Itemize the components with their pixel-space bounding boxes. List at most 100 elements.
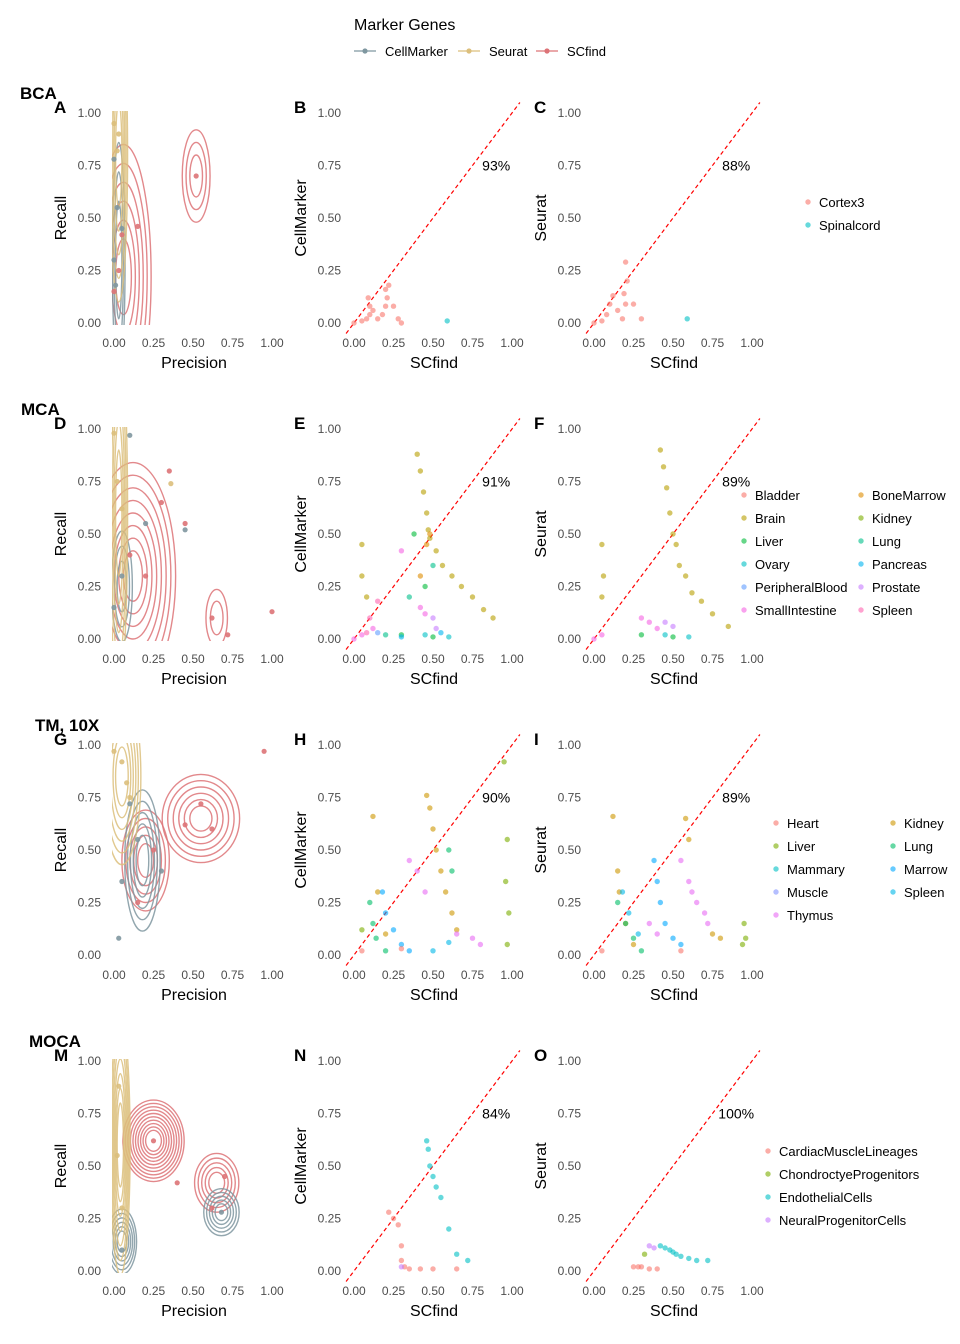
panel-O: 0.000.00 0.25 0.25 0.50 0.50 0.75 0.75 1.00 1.00… [533,1046,764,1320]
data-point [646,1266,652,1272]
pr-point [127,794,133,801]
data-point [414,868,420,874]
x-tick-label: 1.00 [740,336,764,350]
data-point [430,948,436,954]
dataset-title: MCA [21,400,60,419]
pr-point [119,225,125,232]
data-point [454,931,460,937]
data-point [619,889,626,895]
data-point [427,1163,433,1169]
data-point [390,927,397,933]
data-point [670,531,676,537]
row-bca: BCA0.000.000.250.250.500.500.750.751.001… [20,84,880,372]
contour-line [112,743,142,866]
panel-letter: O [534,1046,547,1065]
legend-entry: Cortex3 [805,195,865,210]
legend-entry: Pancreas [858,557,927,572]
data-point [427,531,433,537]
y-tick-label: 0.00 [318,948,342,962]
legend-entry-label: Heart [787,816,819,831]
data-point [382,948,389,954]
data-point [678,948,684,954]
pr-point [135,899,141,906]
y-tick-label: 0.00 [78,316,102,330]
y-axis-title: Recall [53,196,70,240]
data-point [390,1215,397,1222]
x-tick-label: 0.25 [382,968,406,982]
data-point [433,548,439,554]
x-tick-label: 0.50 [421,1284,445,1298]
percentage-annotation: 84% [482,1106,510,1122]
legend-entry-label: SmallIntestine [755,603,837,618]
data-point [504,941,510,948]
data-point [351,636,357,642]
data-point [433,1184,439,1190]
contour-line [137,843,155,879]
contour-line [185,141,207,211]
y-tick-label: 0.25 [318,1212,342,1226]
data-point [433,625,439,632]
data-point [638,1264,645,1270]
legend-dot [741,515,747,521]
legend-dot [890,843,896,849]
data-point [741,920,747,927]
data-point [375,630,381,636]
data-point [673,1251,679,1257]
contour-line [183,798,219,839]
contour-line [112,743,140,854]
data-point [370,307,376,314]
data-point [686,1255,692,1262]
data-point [630,1264,637,1270]
pr-point [182,822,188,828]
x-tick-label: 0.00 [342,968,366,982]
legend-entry-label: Muscle [787,885,828,900]
data-point [662,619,668,625]
legend-dot [773,820,779,826]
contour-line [193,1152,240,1213]
data-point [438,868,444,874]
pr-point [150,1138,157,1144]
data-point [438,630,444,636]
y-tick-label: 0.50 [558,843,582,857]
diagonal-reference-line [585,1050,761,1282]
data-point [367,615,373,621]
y-tick-label: 0.25 [558,580,582,594]
legend-entry: Kidney [890,816,944,831]
data-point [430,826,436,832]
data-point [446,634,452,640]
x-axis-title: SCfind [650,1303,698,1320]
data-point [363,630,370,636]
y-tick-label: 0.75 [558,1107,582,1121]
x-axis-title: Precision [161,987,227,1004]
x-tick-label: 1.00 [260,652,284,666]
pr-point [111,120,117,127]
x-tick-label: 1.00 [260,1284,284,1298]
y-tick-label: 0.75 [558,791,582,805]
data-point [422,889,428,895]
contour-line [121,809,171,912]
contour-line [161,773,241,864]
data-point [449,910,455,916]
pr-point [261,748,267,754]
contour-line [189,805,213,832]
pr-point [198,801,204,807]
legend-entry-label: EndothelialCells [779,1190,873,1205]
pr-point [116,1083,122,1089]
legend-entry-label: Prostate [872,580,920,595]
contour-line [115,1087,126,1203]
legend-dot [741,607,747,613]
legend-entry: Mammary [773,862,845,877]
data-point [438,1194,444,1201]
x-tick-label: 0.50 [661,652,685,666]
data-point [638,615,645,621]
panel-N: 0.000.00 0.25 0.25 0.50 0.50 0.75 0.75 1.00 1.00… [293,1046,524,1320]
y-axis-title: CellMarker [293,1127,310,1205]
panel-letter: F [534,414,544,433]
data-point [420,489,427,495]
legend-entry: Marrow [890,862,948,877]
x-tick-label: 0.25 [622,336,646,350]
legend-title: Marker Genes [354,17,455,34]
data-point [615,899,621,906]
legend-dot [741,561,747,567]
